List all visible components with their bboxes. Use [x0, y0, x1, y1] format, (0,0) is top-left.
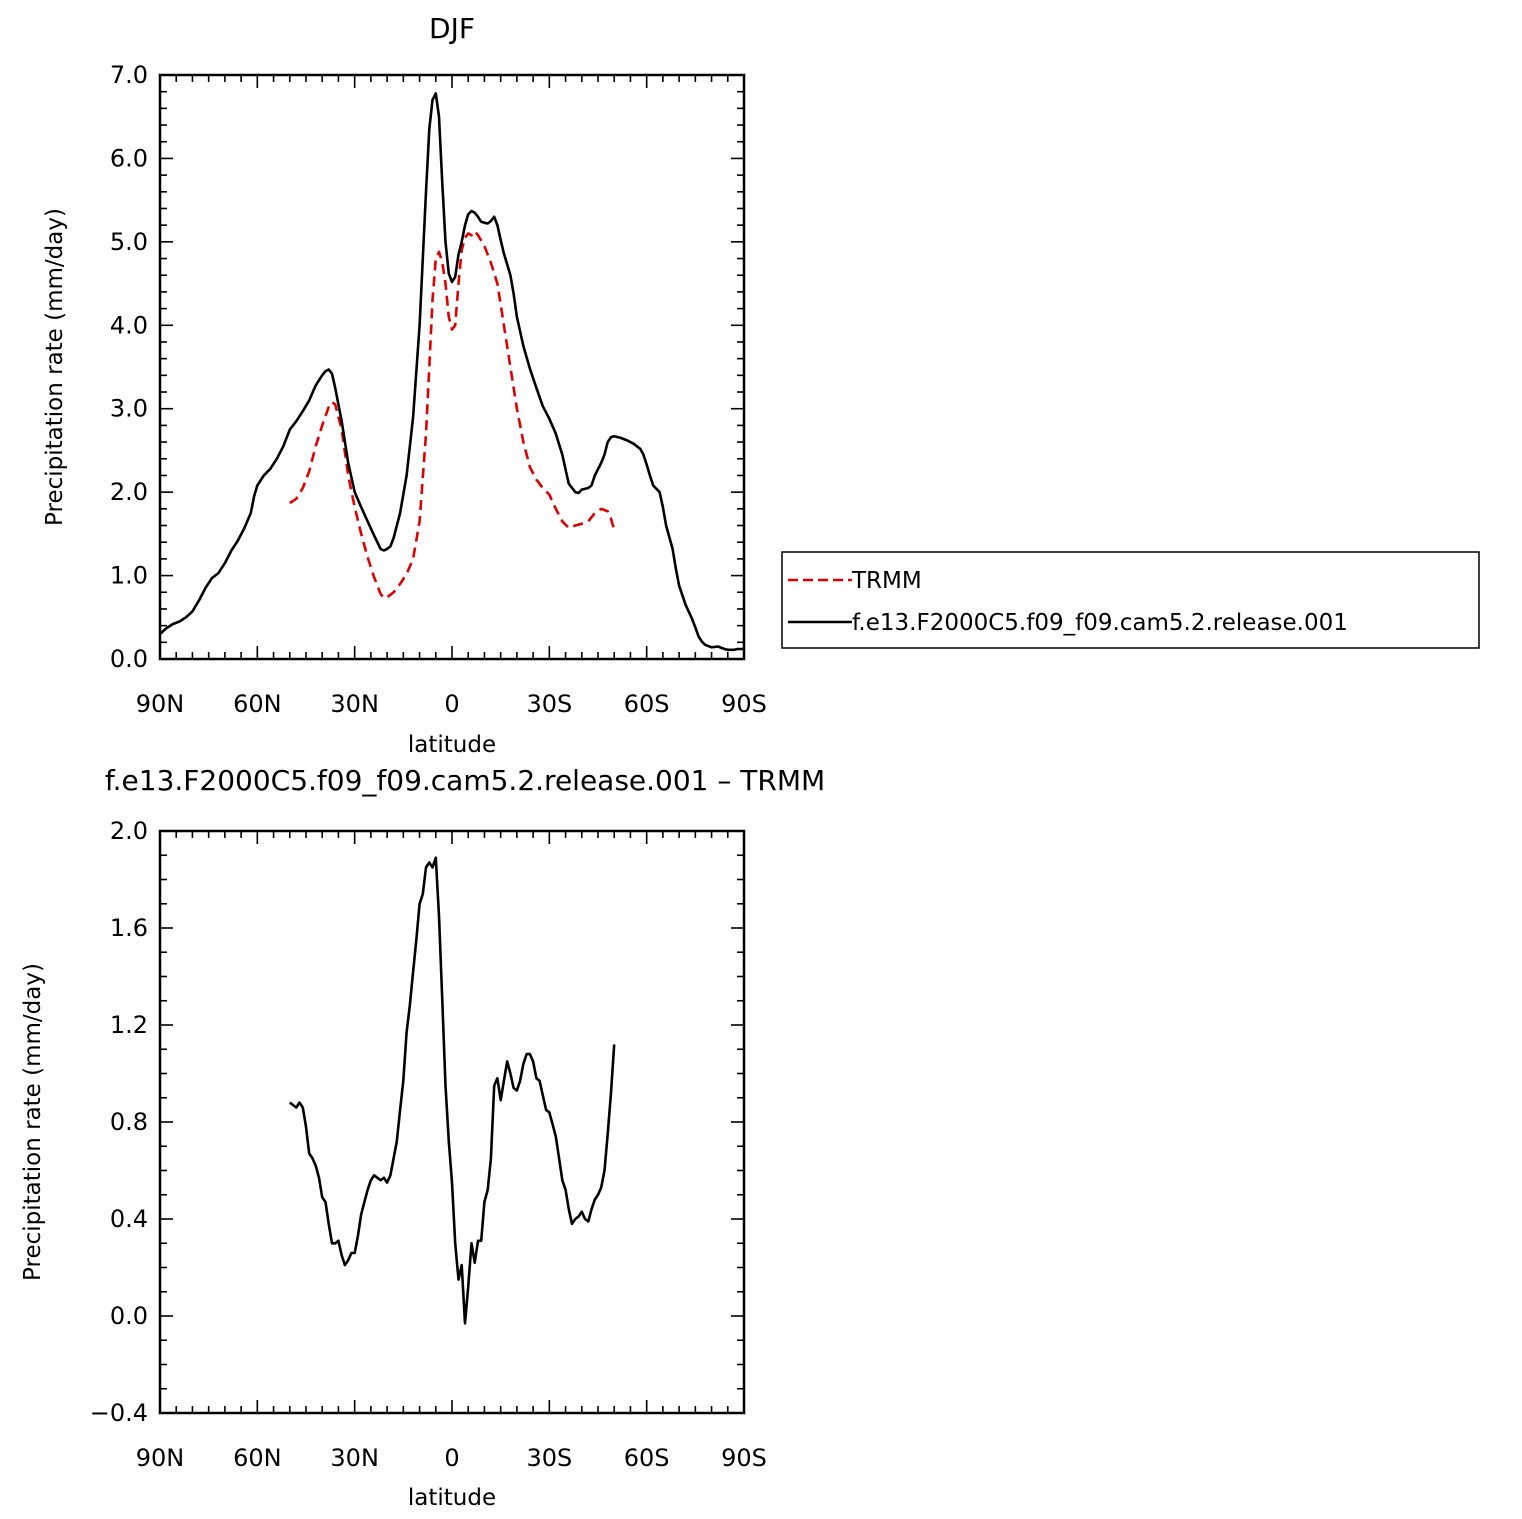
- top-x-tick-label: 30S: [526, 690, 572, 718]
- top-series-2-line: [159, 92, 744, 652]
- bottom-y-tick-label: 1.2: [110, 1011, 148, 1039]
- bottom-x-tick-label: 0: [444, 1444, 459, 1472]
- bottom-y-tick-label: 0.8: [110, 1108, 148, 1136]
- bottom-y-tick-label: 2.0: [110, 817, 148, 845]
- bottom-x-tick-label: 30S: [526, 1444, 572, 1472]
- top-y-tick-label: 5.0: [110, 228, 148, 256]
- bottom-x-tick-label: 90N: [136, 1444, 185, 1472]
- top-x-axis-title: latitude: [408, 732, 496, 758]
- bottom-plot-frame: [158, 829, 746, 1415]
- bottom-y-axis-title: Precipitation rate (mm/day): [20, 963, 46, 1281]
- top-y-tick-label: 6.0: [110, 144, 148, 172]
- top-plot-frame: [158, 73, 746, 661]
- bottom-plot-area: 90N 60N 30N 0 30S 60S 90S −0.4 0.0 0.4 0.8 1.2 1.6 2.…: [90, 817, 767, 1472]
- bottom-x-tick-label: 60S: [624, 1444, 670, 1472]
- top-y-tick-label: 2.0: [110, 478, 148, 506]
- top-series-1-line: [289, 229, 616, 600]
- bottom-y-tick-label: 1.6: [110, 914, 148, 942]
- top-plot-area: 90N 60N 30N 0 30S 60S 90S 0.0 1.0 2.0 3.0 4.0 5.0 6.0…: [110, 61, 767, 718]
- top-x-tick-label: 90N: [136, 690, 185, 718]
- top-x-tick-label: 60N: [233, 690, 282, 718]
- top-y-tick-label: 3.0: [110, 395, 148, 423]
- top-x-tick-label: 30N: [330, 690, 379, 718]
- top-chart-title: DJF: [429, 12, 475, 45]
- top-x-tick-label: 90S: [721, 690, 767, 718]
- bottom-y-tick-label: 0.0: [110, 1302, 148, 1330]
- bottom-chart-title: f.e13.F2000C5.f09_f09.cam5.2.release.001…: [105, 764, 825, 797]
- legend: TRMM f.e13.F2000C5.f09_f09.cam5.2.releas…: [781, 551, 1480, 649]
- legend-label-trmm: TRMM: [851, 568, 922, 594]
- bottom-x-tick-label: 60N: [233, 1444, 282, 1472]
- top-y-tick-label: 4.0: [110, 311, 148, 339]
- top-y-tick-label: 0.0: [110, 645, 148, 673]
- bottom-x-tick-label: 30N: [330, 1444, 379, 1472]
- top-panel: DJF 90N 60N 30N 0 30S 60S 90S 0.0 1.0 2.0 3.0 4.0 5.…: [42, 12, 767, 758]
- bottom-y-tick-label: 0.4: [110, 1205, 148, 1233]
- top-y-tick-label: 7.0: [110, 61, 148, 89]
- top-y-tick-label: 1.0: [110, 562, 148, 590]
- bottom-series-1-line: [289, 856, 616, 1325]
- bottom-y-tick-label: −0.4: [90, 1399, 148, 1427]
- bottom-x-tick-label: 90S: [721, 1444, 767, 1472]
- top-x-tick-label: 0: [444, 690, 459, 718]
- legend-label-model: f.e13.F2000C5.f09_f09.cam5.2.release.001: [852, 610, 1348, 636]
- bottom-x-axis-title: latitude: [408, 1485, 496, 1511]
- legend-box: [781, 551, 1480, 649]
- bottom-panel: f.e13.F2000C5.f09_f09.cam5.2.release.001…: [20, 764, 825, 1511]
- top-x-tick-label: 60S: [624, 690, 670, 718]
- top-y-axis-title: Precipitation rate (mm/day): [42, 208, 68, 526]
